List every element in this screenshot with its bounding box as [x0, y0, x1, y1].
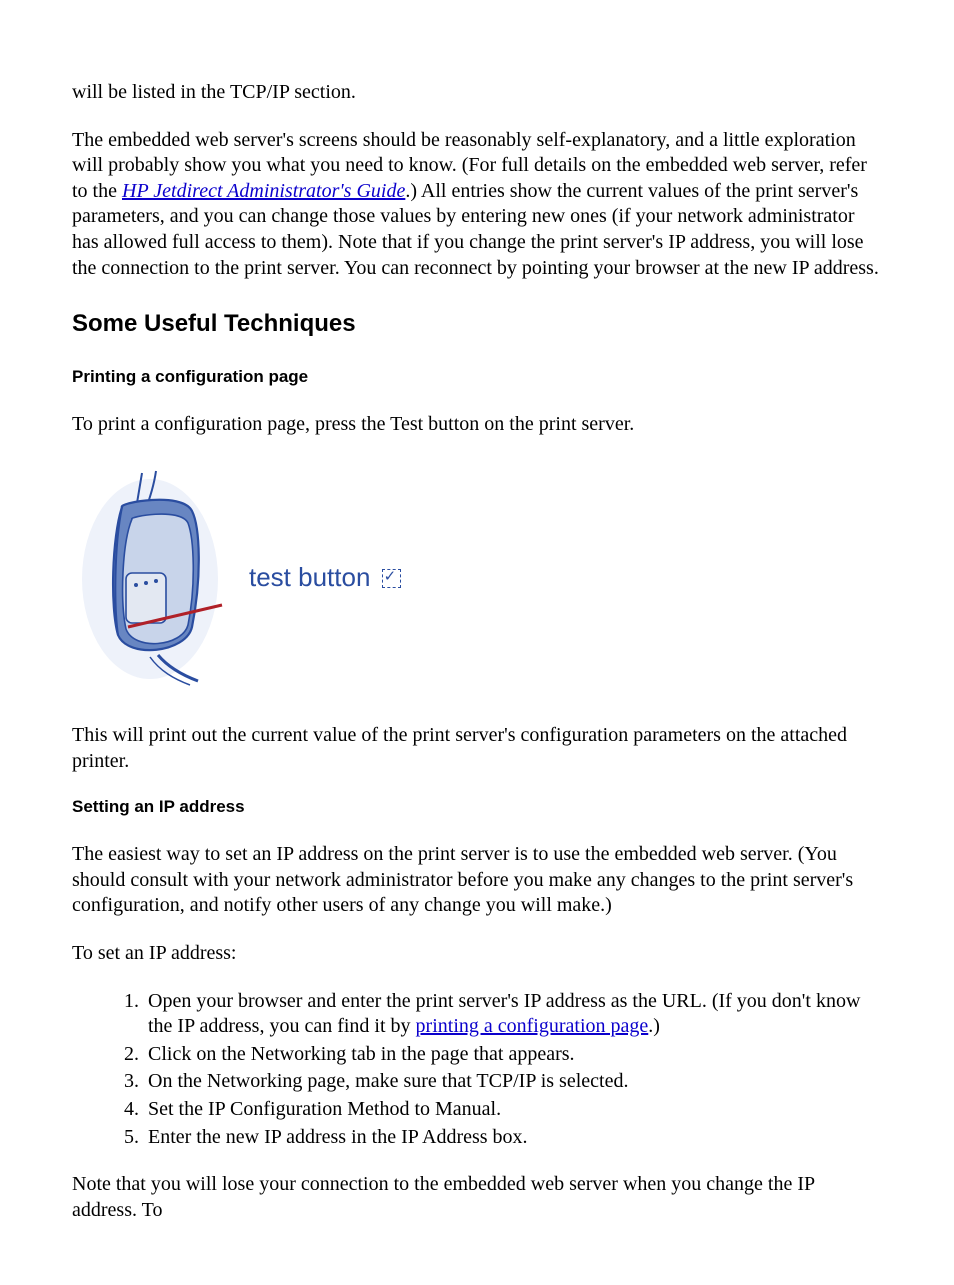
ip-step-2: Click on the Networking tab in the page … — [144, 1042, 882, 1068]
ip-step-3: On the Networking page, make sure that T… — [144, 1069, 882, 1095]
printing-config-page-link[interactable]: printing a configuration page — [416, 1015, 649, 1037]
test-button-figure: test button — [72, 467, 882, 687]
ip-step-1: Open your browser and enter the print se… — [144, 989, 882, 1040]
ip-para-1: The easiest way to set an IP address on … — [72, 842, 882, 919]
print-server-illustration — [72, 467, 227, 687]
intro-para-2: The embedded web server's screens should… — [72, 128, 882, 282]
subsection-heading-ip-address: Setting an IP address — [72, 796, 882, 818]
section-heading-techniques: Some Useful Techniques — [72, 309, 882, 340]
ip-para-3: Note that you will lose your connection … — [72, 1172, 882, 1223]
admin-guide-link[interactable]: HP Jetdirect Administrator's Guide — [122, 180, 405, 202]
test-button-caption: test button — [249, 561, 401, 594]
ip-steps-list: Open your browser and enter the print se… — [72, 989, 882, 1151]
test-button-caption-text: test button — [249, 562, 370, 592]
subsection-heading-config-page: Printing a configuration page — [72, 366, 882, 388]
intro-para-1: will be listed in the TCP/IP section. — [72, 80, 882, 106]
ip-step-1-text-b: .) — [648, 1015, 660, 1037]
document-page: will be listed in the TCP/IP section. Th… — [0, 0, 954, 1285]
config-page-para-2: This will print out the current value of… — [72, 723, 882, 774]
config-page-para-1: To print a configuration page, press the… — [72, 412, 882, 438]
ip-para-2: To set an IP address: — [72, 941, 882, 967]
checkbox-icon — [382, 569, 401, 588]
ip-step-4: Set the IP Configuration Method to Manua… — [144, 1097, 882, 1123]
ip-step-5: Enter the new IP address in the IP Addre… — [144, 1125, 882, 1151]
